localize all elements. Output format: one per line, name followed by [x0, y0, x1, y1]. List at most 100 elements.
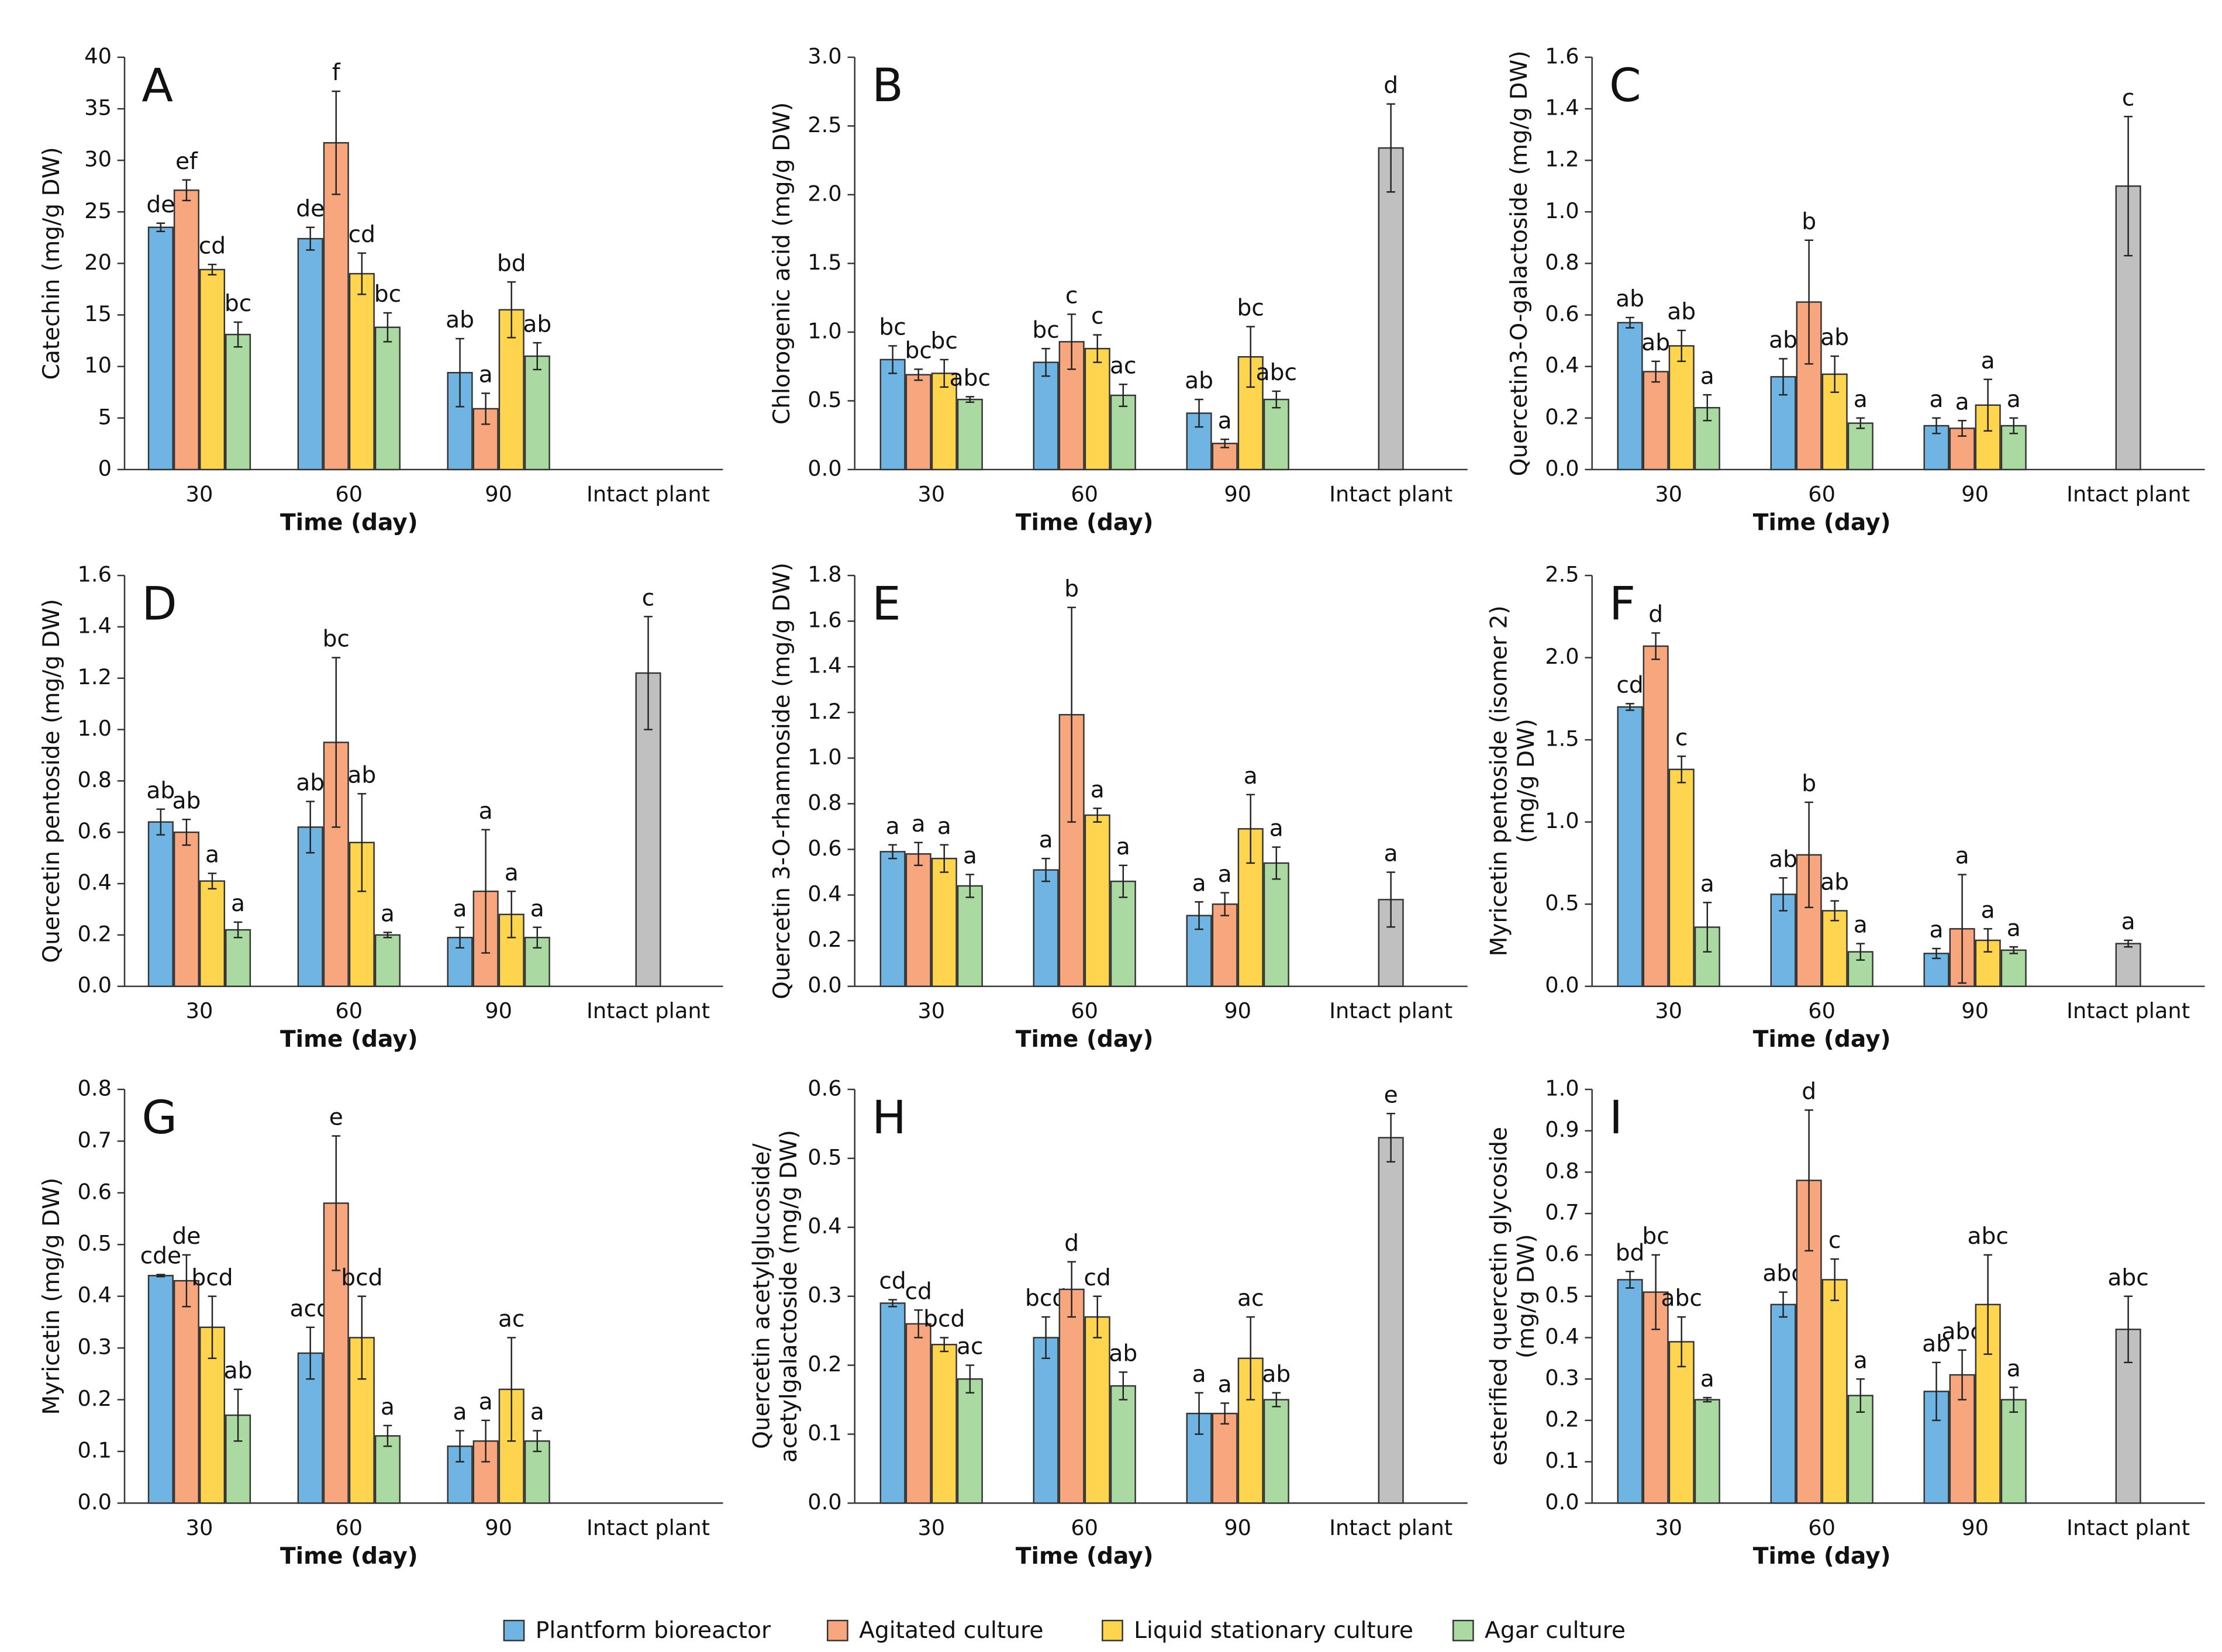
legend-label: Plantform bioreactor	[536, 1617, 771, 1644]
x-axis-label: Time (day)	[1016, 1543, 1154, 1570]
bar	[1212, 1412, 1238, 1504]
significance-letter: ab	[172, 788, 201, 814]
x-tick-label: 90	[1961, 1515, 1989, 1540]
significance-letter: ab	[1769, 846, 1797, 872]
y-tick-label: 0.4	[78, 870, 112, 895]
x-tick-label: 90	[485, 1515, 512, 1540]
x-tick-label: 30	[1655, 1515, 1682, 1540]
significance-letter: ab	[347, 762, 376, 788]
significance-letter: a	[1854, 387, 1868, 413]
legend-swatch	[826, 1619, 848, 1641]
bar	[199, 880, 226, 987]
significance-letter: bc	[1237, 295, 1264, 322]
significance-letter: ab	[1769, 327, 1797, 354]
significance-letter: a	[2007, 387, 2021, 413]
y-tick-label: 0.3	[78, 1334, 112, 1360]
significance-letter: a	[530, 896, 544, 922]
bar	[199, 268, 226, 471]
significance-letter: de	[296, 196, 325, 222]
significance-letter: a	[381, 901, 395, 927]
y-tick-label: 1.4	[808, 653, 841, 678]
x-tick-label: 90	[485, 998, 512, 1023]
significance-letter: a	[1700, 363, 1714, 389]
panel-label: I	[1609, 1091, 1623, 1144]
x-axis-label: Time (day)	[280, 1543, 418, 1570]
y-axis-label: Myricetin (mg/g DW)	[39, 1178, 65, 1415]
y-tick-label: 1.6	[78, 562, 112, 587]
y-tick-label: 0.2	[78, 1386, 112, 1411]
significance-letter: ab	[1641, 330, 1670, 356]
bar	[147, 1275, 174, 1504]
significance-letter: de	[146, 192, 175, 218]
y-axis-label: Myricetin pentoside (isomer 2)	[1486, 605, 1512, 956]
x-axis-label: Time (day)	[1753, 1026, 1891, 1053]
bar	[1617, 1279, 1643, 1504]
y-tick-label: 0.0	[78, 972, 112, 998]
significance-letter: bc	[323, 626, 350, 653]
significance-letter: bc	[225, 291, 251, 317]
significance-letter: a	[1192, 1361, 1206, 1388]
significance-letter: ab	[296, 770, 325, 796]
significance-letter: bc	[1642, 1223, 1669, 1250]
legend-swatch	[1452, 1619, 1474, 1641]
x-tick-label: Intact plant	[2066, 998, 2190, 1023]
x-tick-label: 60	[1808, 998, 1835, 1023]
x-tick-label: 60	[335, 998, 363, 1023]
legend-label: Agar culture	[1485, 1617, 1626, 1644]
significance-letter: a	[1930, 917, 1944, 943]
bar	[472, 408, 499, 471]
bar	[1033, 1337, 1059, 1504]
significance-letter: a	[886, 813, 900, 840]
y-tick-label: 20	[84, 250, 112, 275]
y-axis-label: Quercetin 3-O-rhamnoside (mg/g DW)	[769, 563, 795, 999]
y-tick-label: 0.5	[1545, 891, 1579, 916]
bar	[1033, 869, 1059, 987]
bar	[957, 885, 983, 987]
bar	[1084, 1316, 1110, 1504]
bar	[524, 355, 550, 471]
x-tick-label: Intact plant	[1329, 482, 1452, 507]
x-tick-label: 30	[917, 998, 945, 1023]
x-tick-label: 30	[917, 1515, 945, 1540]
significance-letter: a	[479, 362, 493, 388]
significance-letter: a	[1091, 777, 1105, 803]
significance-letter: a	[1218, 861, 1232, 888]
y-tick-label: 0.5	[808, 387, 841, 412]
significance-letter: ab	[1616, 286, 1644, 312]
significance-letter: a	[1700, 871, 1714, 897]
significance-letter: cd	[349, 222, 375, 248]
y-tick-label: 2.5	[1545, 562, 1579, 587]
x-axis-label: Time (day)	[280, 1026, 418, 1053]
significance-letter: b	[1064, 576, 1079, 602]
significance-letter: a	[505, 860, 519, 886]
bar	[1058, 1288, 1085, 1504]
y-axis-label: Quercetin pentoside (mg/g DW)	[39, 599, 65, 963]
y-tick-label: 0.0	[78, 1489, 112, 1515]
significance-letter: c	[2122, 85, 2135, 111]
significance-letter: b	[1802, 209, 1816, 235]
significance-letter: ab	[1820, 325, 1849, 351]
x-tick-label: 90	[1224, 1515, 1251, 1540]
significance-letter: cd	[199, 233, 226, 259]
y-axis-label: (mg/g DW)	[1513, 719, 1540, 843]
y-tick-label: 5	[98, 404, 112, 429]
significance-letter: ab	[1185, 368, 1213, 394]
bar	[1263, 862, 1289, 987]
y-tick-label: 0.8	[808, 790, 841, 815]
bar	[225, 929, 251, 987]
bar	[297, 826, 323, 987]
significance-letter: a	[2007, 915, 2021, 941]
x-tick-label: 60	[1071, 482, 1098, 507]
bar	[349, 273, 375, 471]
y-tick-label: 2.5	[808, 112, 841, 137]
y-tick-label: 0.6	[1545, 1241, 1579, 1266]
significance-letter: c	[1065, 283, 1078, 309]
significance-letter: bc	[905, 338, 931, 364]
y-tick-label: 1.5	[1545, 726, 1579, 751]
bar	[1378, 1137, 1404, 1504]
x-tick-label: 60	[335, 482, 363, 507]
y-axis-label: Quercetin3-O-galactoside (mg/g DW)	[1506, 50, 1533, 476]
significance-letter: bd	[1616, 1240, 1645, 1266]
x-tick-label: 60	[1808, 1515, 1835, 1540]
